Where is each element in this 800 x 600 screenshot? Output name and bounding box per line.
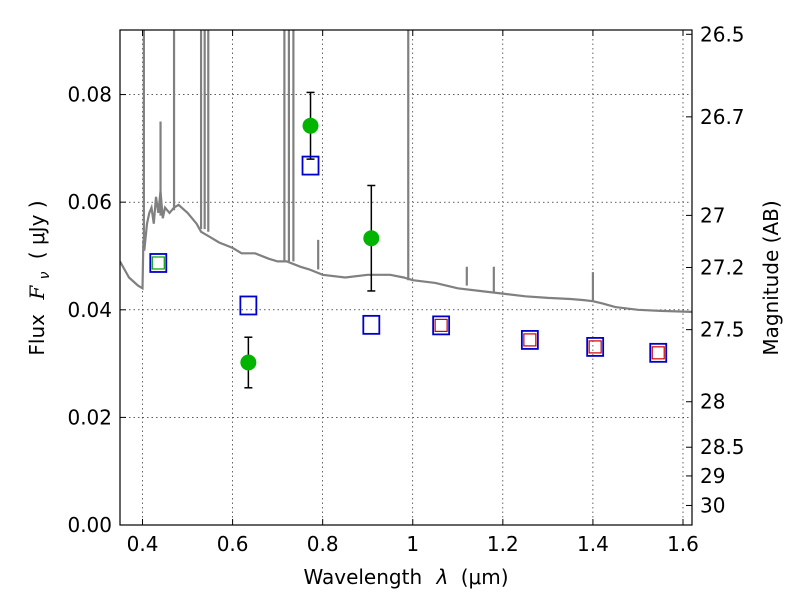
model-flux-square (649, 342, 668, 363)
magnitude-tick-label: 26.5 (700, 22, 745, 46)
x-tick-label: 0.8 (307, 532, 339, 556)
plot-content (120, 30, 692, 389)
magnitude-tick-label: 27 (700, 203, 725, 227)
plot-area (120, 30, 692, 389)
magnitude-tick-label: 27.5 (700, 318, 745, 342)
model-flux-square (149, 253, 168, 273)
y-axis-title: Flux F ν ( μJy ) (25, 200, 54, 355)
model-flux-square (301, 155, 320, 176)
magnitude-axis-title: Magnitude (AB) (759, 200, 783, 355)
y-tick-label: 0.02 (67, 405, 112, 429)
observed-flux-point (363, 230, 380, 247)
gridlines (120, 30, 692, 525)
x-tick-label: 0.4 (127, 532, 159, 556)
x-tick-label: 1.6 (667, 532, 699, 556)
model-flux-square (586, 337, 605, 357)
magnitude-tick-label: 28.5 (700, 435, 745, 459)
x-axis-title: Wavelength λ (μm) (303, 565, 508, 589)
model-flux-inner-square-green (151, 256, 165, 270)
magnitude-tick-label: 27.2 (700, 255, 745, 279)
x-axis-ticks: 0.4 0.6 0.8 1 1.2 1.4 1.6 (127, 30, 699, 556)
magnitude-tick-label: 28 (700, 390, 725, 414)
x-tick-label: 1.2 (487, 532, 519, 556)
model-flux-square (432, 315, 451, 336)
y-axis-ticks: 0.00 0.02 0.04 0.06 0.08 (67, 83, 126, 537)
magnitude-tick-label: 29 (700, 464, 725, 488)
x-tick-label: 1 (406, 532, 419, 556)
magnitude-tick-label: 26.7 (700, 105, 745, 129)
axes-frame (119, 29, 693, 526)
model-flux-square (362, 314, 381, 335)
y-tick-label: 0.06 (67, 190, 112, 214)
y-tick-label: 0.08 (67, 83, 112, 107)
y-tick-label: 0.00 (67, 513, 112, 537)
model-flux-inner-square (434, 318, 448, 332)
model-spectrum-line (120, 191, 692, 313)
model-flux-inner-square (588, 340, 602, 354)
model-flux-inner-square (651, 346, 665, 360)
model-flux-square (239, 295, 258, 316)
x-tick-label: 0.6 (217, 532, 249, 556)
observed-flux-point (240, 354, 257, 371)
observed-flux-point (302, 117, 319, 134)
magnitude-axis-ticks: 26.5 26.7 27 27.2 27.5 28 28.5 29 30 (686, 22, 745, 517)
model-flux-inner-square (523, 333, 537, 347)
magnitude-tick-label: 30 (700, 493, 725, 517)
y-tick-label: 0.04 (67, 298, 112, 322)
model-flux-square (520, 330, 539, 350)
x-tick-label: 1.4 (577, 532, 609, 556)
